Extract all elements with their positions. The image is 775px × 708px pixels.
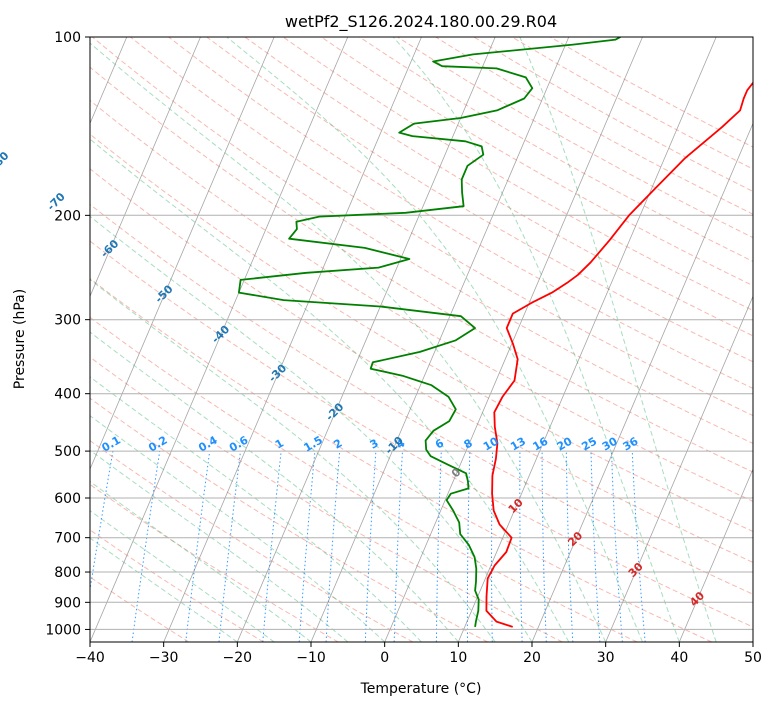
isotherm-line (457, 37, 717, 642)
dry-adiabat-line (244, 37, 753, 337)
isotherm-line (90, 37, 275, 471)
dry-adiabat-line (90, 99, 753, 502)
dry-adiabat-line (549, 37, 753, 148)
dry-adiabat-line (90, 133, 753, 533)
y-tick-label: 600 (54, 491, 81, 507)
dry-adiabat-line (511, 37, 753, 170)
mixing-ratio-label: 1 (273, 437, 286, 452)
isotherm-line (310, 37, 570, 642)
isotherm-label: 0 (449, 465, 464, 480)
moist-adiabat-line (519, 37, 717, 642)
moist-adiabat-line (392, 37, 680, 642)
y-tick-label: 800 (54, 565, 81, 581)
x-tick-label: 50 (744, 650, 762, 666)
moist-adiabat-line (90, 480, 312, 642)
isotherm-line (384, 37, 643, 642)
dry-adiabat-line (90, 240, 753, 628)
x-tick-label: 0 (380, 650, 389, 666)
y-axis: 100 200 300 400 500 600 700 800 900 1000 (45, 30, 90, 638)
sounding-series (238, 37, 753, 628)
isotherm-label: -50 (152, 282, 175, 305)
isotherm-line (531, 122, 753, 642)
background-lines (90, 37, 753, 642)
mixing-ratio-line (185, 451, 211, 642)
mixing-ratio-label: 3 (368, 437, 381, 452)
isotherm-line (752, 640, 753, 642)
y-tick-label: 500 (54, 444, 81, 460)
mixing-ratio-line (298, 451, 316, 642)
dry-adiabat-line (90, 483, 339, 642)
moist-adiabat-line (90, 215, 533, 642)
dry-adiabat-line (90, 203, 753, 595)
y-tick-label: 900 (54, 595, 81, 611)
isotherm-label: 40 (687, 589, 707, 609)
y-tick-label: 200 (54, 208, 81, 224)
y-axis-label: Pressure (hPa) (12, 289, 28, 389)
moist-adiabat-line (90, 510, 275, 642)
mixing-ratio-line (590, 451, 601, 642)
dry-adiabat-line (91, 37, 753, 445)
mixing-ratio-line (90, 451, 114, 593)
dry-adiabat-line (90, 440, 414, 642)
x-tick-label: −40 (75, 650, 105, 666)
dry-adiabat-line (90, 529, 264, 642)
temperature-profile-line (485, 81, 753, 628)
isotherm-label: -80 (0, 149, 12, 172)
isotherm-line (90, 37, 201, 298)
x-axis-label: Temperature (°C) (360, 681, 482, 697)
moist-adiabat-line (90, 138, 570, 642)
mixing-ratio-line (435, 451, 442, 642)
y-tick-label: 1000 (45, 622, 81, 638)
isotherm-label: 30 (626, 560, 646, 580)
mixing-ratio-line (262, 451, 282, 642)
moist-adiabat-line (90, 331, 459, 642)
dry-adiabat-line (206, 37, 753, 363)
y-tick-label: 400 (54, 387, 81, 403)
line-labels: 0.10.20.40.611.52346810131620253036-100-… (0, 149, 707, 609)
moist-adiabat-line (90, 537, 238, 642)
moist-adiabat-line (90, 449, 349, 642)
isotherm-line (678, 468, 753, 642)
isotherm-line (163, 37, 422, 642)
moist-adiabat-line (90, 415, 386, 642)
x-tick-label: 30 (597, 650, 615, 666)
mixing-ratio-label: 6 (433, 436, 446, 451)
isotherm-label: -20 (323, 400, 346, 423)
isotherm-line (605, 295, 753, 642)
dry-adiabat-line (90, 66, 753, 473)
y-tick-label: 100 (54, 30, 81, 46)
dry-adiabat-line (90, 316, 638, 642)
dry-adiabat-line (90, 168, 753, 563)
x-tick-label: −20 (223, 650, 253, 666)
isotherm-line (236, 37, 496, 642)
x-tick-label: 20 (523, 650, 541, 666)
isotherm-label: -40 (209, 322, 232, 345)
plot-frame (89, 36, 754, 643)
isotherm-line (90, 37, 349, 642)
dry-adiabat-line (168, 37, 753, 389)
dry-adiabat-line (90, 397, 488, 642)
isotherm-label: 10 (506, 496, 526, 516)
dry-adiabat-line (90, 278, 712, 642)
y-tick-label: 300 (54, 313, 81, 329)
x-tick-label: 10 (449, 650, 467, 666)
dry-adiabat-line (90, 576, 190, 642)
mixing-ratio-line (218, 451, 241, 642)
moist-adiabat-line (226, 37, 643, 642)
x-tick-label: −10 (296, 650, 326, 666)
x-axis: −40 −30 −20 −10 0 10 20 30 40 50 (75, 642, 762, 666)
dewpoint-profile-line (238, 37, 621, 628)
dry-adiabat-line (90, 356, 563, 642)
chart-title: wetPf2_S126.2024.180.00.29.R04 (285, 12, 557, 32)
x-tick-label: −30 (149, 650, 179, 666)
dry-adiabat-line (282, 37, 753, 312)
x-tick-label: 40 (670, 650, 688, 666)
isotherm-label: -30 (266, 361, 289, 384)
y-tick-label: 700 (54, 531, 81, 547)
isotherm-label: -60 (98, 237, 121, 260)
mixing-ratio-line (631, 451, 646, 642)
